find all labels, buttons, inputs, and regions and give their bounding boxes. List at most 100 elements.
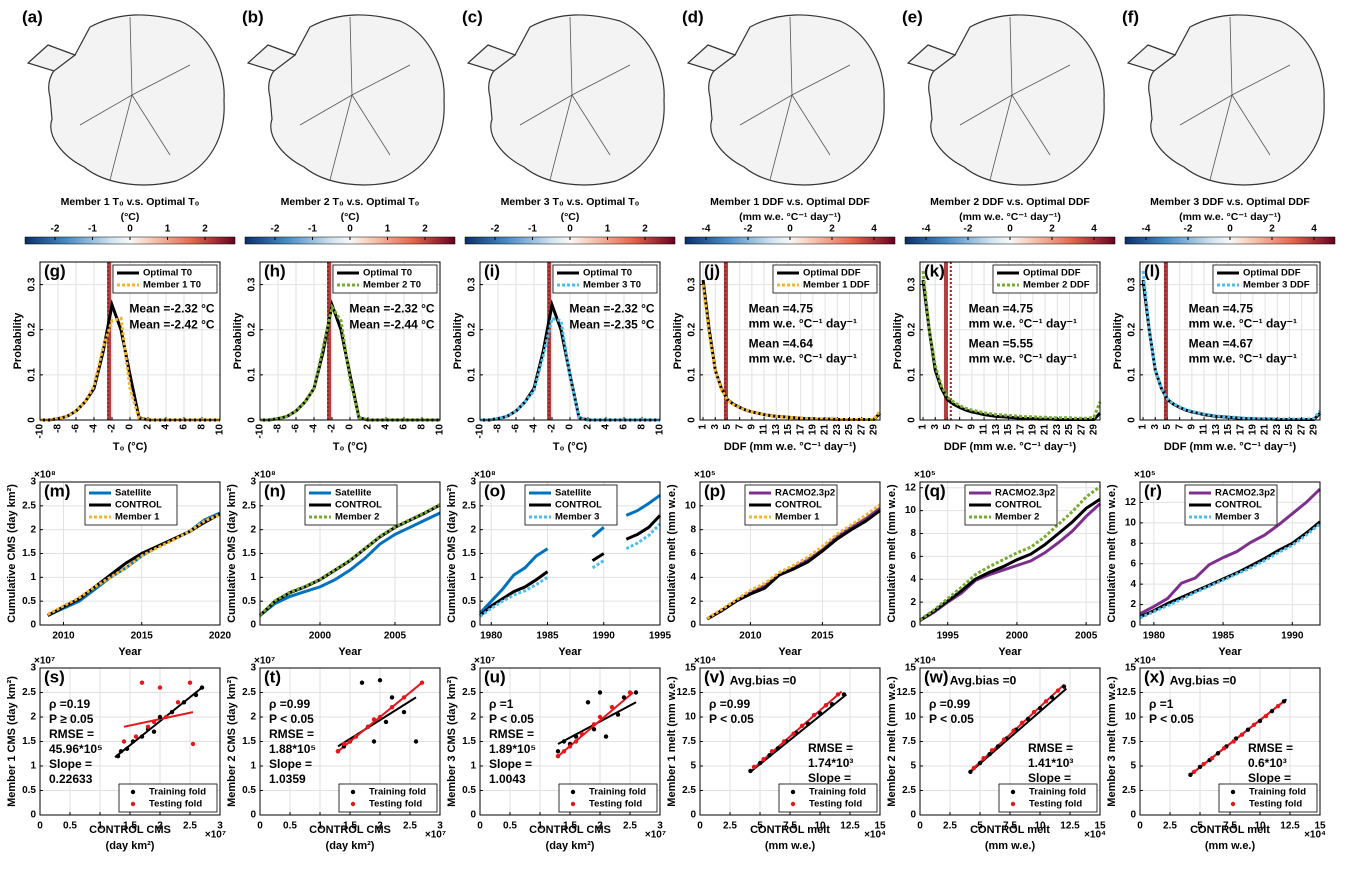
x-tick-label: -8 — [273, 424, 284, 433]
y-tick-label: 12 — [905, 482, 917, 493]
x-tick-label: 0.5 — [503, 821, 517, 832]
x-tick-label: 1995 — [937, 631, 960, 642]
x-axis-label: Year — [118, 646, 142, 658]
colorbar-tick-label: -4 — [702, 224, 711, 235]
x-tick-label: 8 — [197, 424, 208, 430]
data-point — [175, 700, 181, 705]
data-point — [1043, 699, 1049, 704]
x-tick-label: -10 — [35, 424, 46, 439]
series-line — [919, 485, 1101, 622]
series-line — [1139, 520, 1321, 619]
x-axis-label: T₀ (°C) — [333, 441, 368, 453]
x-tick-label: 12.5 — [1060, 821, 1080, 832]
y-tick-label: 4 — [1130, 579, 1136, 590]
colorbar-tick-label: -4 — [1142, 224, 1151, 235]
legend-label: RACMO2.3p2 — [775, 488, 835, 499]
x-tick-label: 23 — [1052, 424, 1063, 436]
annotation: 1.74*10³ — [808, 756, 853, 770]
legend-label: Training fold — [1029, 787, 1086, 798]
x-tick-label: 29 — [1309, 424, 1320, 436]
x-tick-label: 19 — [1028, 424, 1039, 436]
y-axis-label: Probability — [672, 312, 684, 370]
x-tick-label: 7 — [734, 424, 745, 430]
data-point — [761, 756, 766, 762]
data-point — [130, 739, 136, 744]
y-tick-label: 0 — [470, 620, 476, 631]
y-tick-label: 6 — [910, 551, 916, 562]
x-tick-label: 1995 — [649, 631, 672, 642]
legend-label: Member 2 — [995, 512, 1039, 523]
legend-label: Member 1 DDF — [803, 280, 870, 291]
x-tick-label: 2.5 — [1163, 821, 1177, 832]
data-point — [561, 739, 567, 744]
x-tick-label: 27 — [1296, 424, 1307, 436]
x-tick-label: 19 — [1248, 424, 1259, 436]
data-point — [1221, 746, 1227, 751]
y-tick-label: 0 — [30, 620, 36, 631]
data-point — [791, 731, 796, 736]
data-point — [1025, 716, 1031, 722]
series-line — [1141, 270, 1322, 421]
y-tick-label: 15 — [905, 663, 917, 674]
x-tick-label: 25 — [1064, 424, 1075, 436]
legend-symbol — [790, 801, 796, 807]
x-tick-label: 0 — [697, 821, 703, 832]
annotation: Mean =4.67 — [1189, 336, 1254, 350]
y-axis-label: Member 2 melt (mm w.e.) — [886, 676, 898, 807]
fit-line — [114, 686, 203, 758]
antarctica-map — [687, 14, 885, 186]
y-tick-label: 0.1 — [247, 367, 258, 381]
x-tick-label: 23 — [832, 424, 843, 436]
y-axis-label: Cumulative melt (mm w.e.) — [1106, 484, 1118, 623]
y-multiplier: ×10⁵ — [694, 470, 716, 481]
legend-symbol — [350, 801, 356, 807]
panel-label: (e) — [902, 7, 923, 26]
map-title: Member 2 DDF v.s. Optimal DDF — [930, 196, 1090, 208]
legend-label: Testing fold — [149, 799, 202, 810]
x-tick-label: 11 — [1199, 424, 1210, 435]
y-tick-label: 5 — [690, 761, 696, 772]
data-point — [968, 769, 973, 775]
data-point — [621, 695, 627, 700]
x-tick-label: 27 — [856, 424, 867, 436]
x-tick-label: 2 — [583, 424, 594, 430]
annotation: 45.96*10⁵ — [49, 742, 103, 756]
y-tick-label: 1 — [470, 572, 476, 583]
y-tick-label: 0.5 — [22, 785, 36, 796]
y-tick-label: 0.2 — [687, 322, 698, 336]
data-point — [163, 714, 169, 720]
y-multiplier: ×10⁵ — [914, 470, 936, 481]
y-tick-label: 1.5 — [462, 548, 476, 559]
y-tick-label: 2 — [910, 597, 916, 608]
y-tick-label: 0.2 — [1127, 322, 1138, 336]
legend-label: RACMO2.3p2 — [1215, 488, 1275, 499]
legend-label: Optimal T0 — [143, 268, 192, 279]
legend-label: Member 3 — [555, 512, 599, 523]
annotation: 1.88*10⁵ — [269, 742, 316, 756]
y-tick-label: 1 — [30, 761, 36, 772]
y-tick-label: 0.3 — [1127, 277, 1138, 291]
data-point — [1201, 761, 1206, 767]
series-line — [921, 270, 1102, 420]
y-tick-label: 1 — [250, 572, 256, 583]
y-axis-label: Member 1 melt (mm w.e.) — [666, 676, 678, 807]
antarctica-map — [1127, 14, 1325, 186]
annotation: RMSE = — [269, 727, 314, 741]
x-tick-label: 5 — [942, 424, 953, 430]
data-point — [1055, 688, 1061, 693]
x-axis-label: DDF (mm w.e. °C⁻¹ day⁻¹) — [944, 441, 1077, 453]
y-tick-label: 0.5 — [462, 596, 476, 607]
x-tick-label: 1990 — [593, 631, 616, 642]
y-tick-label: 10 — [1125, 712, 1137, 723]
data-point — [157, 685, 163, 690]
panel-label: (s) — [44, 667, 65, 686]
x-tick-label: 27 — [1076, 424, 1087, 436]
annotation: Mean =-2.32 °C — [129, 302, 215, 316]
fit-line — [749, 693, 848, 773]
colorbar-tick-label: 4 — [1091, 224, 1097, 235]
x-tick-label: 0 — [345, 424, 356, 430]
data-point — [561, 749, 567, 754]
annotation: P ≥ 0.05 — [49, 712, 94, 726]
annotation: Avg.bias =0 — [950, 673, 1017, 687]
x-tick-label: 9 — [967, 424, 978, 430]
